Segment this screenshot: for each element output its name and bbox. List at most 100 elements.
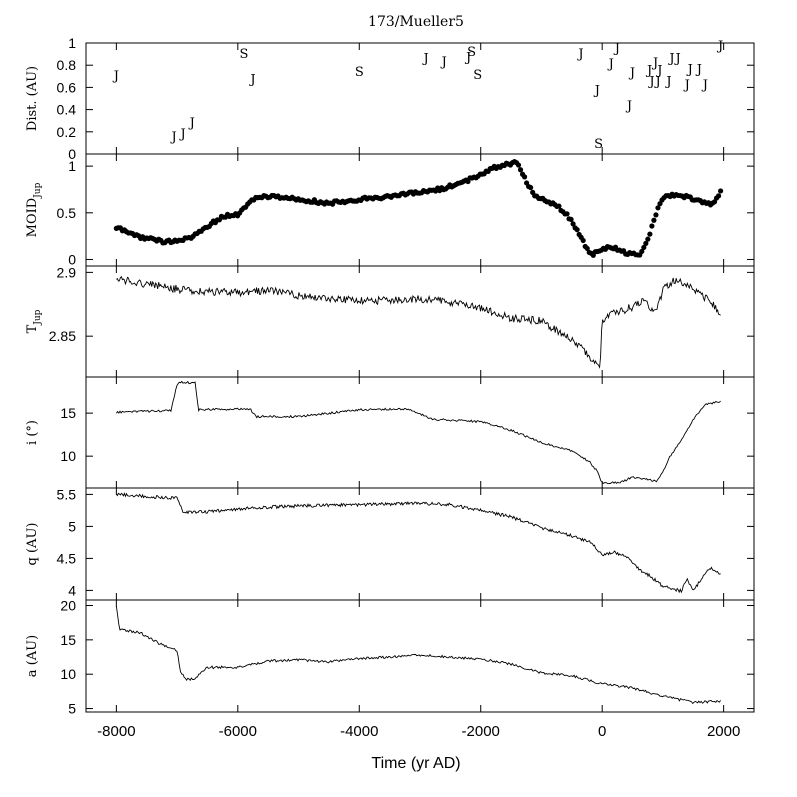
x-tick-label: -8000 [97,723,135,740]
panel-incl: 10 15 i (°) [25,376,755,489]
data-point-J: J [169,130,176,145]
x-axis-label: Time (yr AD) [371,755,460,772]
y-tick-label: 0.6 [57,79,77,95]
y-tick-label: 0.8 [57,57,77,73]
data-point-J: J [112,69,119,84]
series-line [116,380,721,485]
y-axis-label-subscript: Jup [33,309,43,325]
x-tick-label: -2000 [462,723,500,740]
data-point [645,236,651,242]
data-point-J: J [188,116,195,131]
data-point-J: J [716,39,723,54]
data-point-S: S [594,137,603,152]
data-point [639,248,645,255]
data-point-J: J [655,64,662,79]
data-point-J: J [701,78,708,93]
data-point-S: S [239,47,248,62]
data-point-J: J [686,63,693,78]
y-tick-label: 5 [68,518,76,534]
data-point-J: J [625,99,632,114]
data-point [528,184,534,191]
data-point [653,212,659,218]
y-tick-label: 4.5 [57,550,77,566]
y-tick-label: 0.5 [57,205,77,221]
data-point-J: J [695,63,702,78]
y-tick-label: 1 [68,158,76,174]
data-point [649,223,655,229]
data-point [715,193,722,199]
data-point-J: J [683,78,690,93]
panel-frame [85,599,755,713]
data-point-S: S [467,45,476,60]
panel-frame [85,153,755,267]
y-axis-label: Dist. (AU) [25,66,40,131]
x-tick-label: 0 [598,723,606,740]
data-point [570,221,576,227]
data-point [647,231,653,237]
panel-q: 4 4.5 5 5.5 q (AU) [25,486,755,601]
data-point-J: J [645,64,652,79]
y-tick-label: 10 [60,666,76,682]
y-tick-label: 0 [68,251,76,267]
y-tick-label: 4 [68,582,76,598]
x-tick-label: 2000 [707,723,740,740]
y-tick-label: 2.85 [49,328,76,344]
data-point-J: J [667,51,674,66]
y-tick-label: 2.9 [57,264,77,280]
data-point-J: J [653,75,660,90]
y-tick-label: 20 [60,597,76,613]
data-point [564,211,570,217]
data-point-J: J [613,41,620,56]
data-point [568,216,574,222]
y-tick-label: 0.2 [57,124,77,140]
panel-a: 5 10 15 20 a (AU) [25,597,755,717]
panel-frame [85,376,755,489]
y-axis-label-subscript: Jup [33,182,43,198]
y-axis-label: q (AU) [25,523,40,566]
data-point [580,237,586,244]
y-axis-label: TJup [25,309,43,333]
y-axis-label: i (°) [25,420,40,445]
data-point [718,188,724,194]
data-point [521,174,528,180]
data-point [515,162,522,168]
series-line [116,275,721,369]
data-point [643,240,649,246]
series-line [115,606,721,705]
panel-moid: 0 0.5 1 MOIDJup [25,153,755,267]
y-axis-label: MOIDJup [25,182,43,237]
data-point-J: J [664,75,671,90]
data-point-J: J [647,75,654,90]
data-point [556,203,562,209]
data-point-J: J [464,50,471,65]
data-point [651,217,657,223]
x-tick-label: -4000 [340,723,378,740]
panel-tjup: 2.85 2.9 TJup [25,264,755,378]
y-tick-label: 5.5 [57,486,77,502]
data-point-J: J [421,51,428,66]
data-point-J: J [576,47,583,62]
y-tick-label: 5 [68,701,76,717]
data-point [584,245,590,252]
data-point-J: J [593,84,600,99]
data-point-S: S [355,65,364,80]
data-point-J: J [607,57,614,72]
y-tick-label: 0 [68,146,76,162]
x-tick-label: -6000 [219,723,257,740]
data-point-S: S [473,68,482,83]
panel-frame [85,265,755,378]
y-tick-label: 1 [68,35,76,51]
data-point [641,244,647,251]
data-point-J: J [179,127,186,142]
data-point-J: J [628,66,635,81]
y-tick-label: 0.4 [57,102,77,118]
series-line [116,492,721,594]
data-point-J: J [651,56,658,71]
y-tick-label: 15 [60,405,76,421]
data-point [517,167,524,173]
data-point-J: J [673,51,680,66]
data-point-J: J [248,73,255,88]
